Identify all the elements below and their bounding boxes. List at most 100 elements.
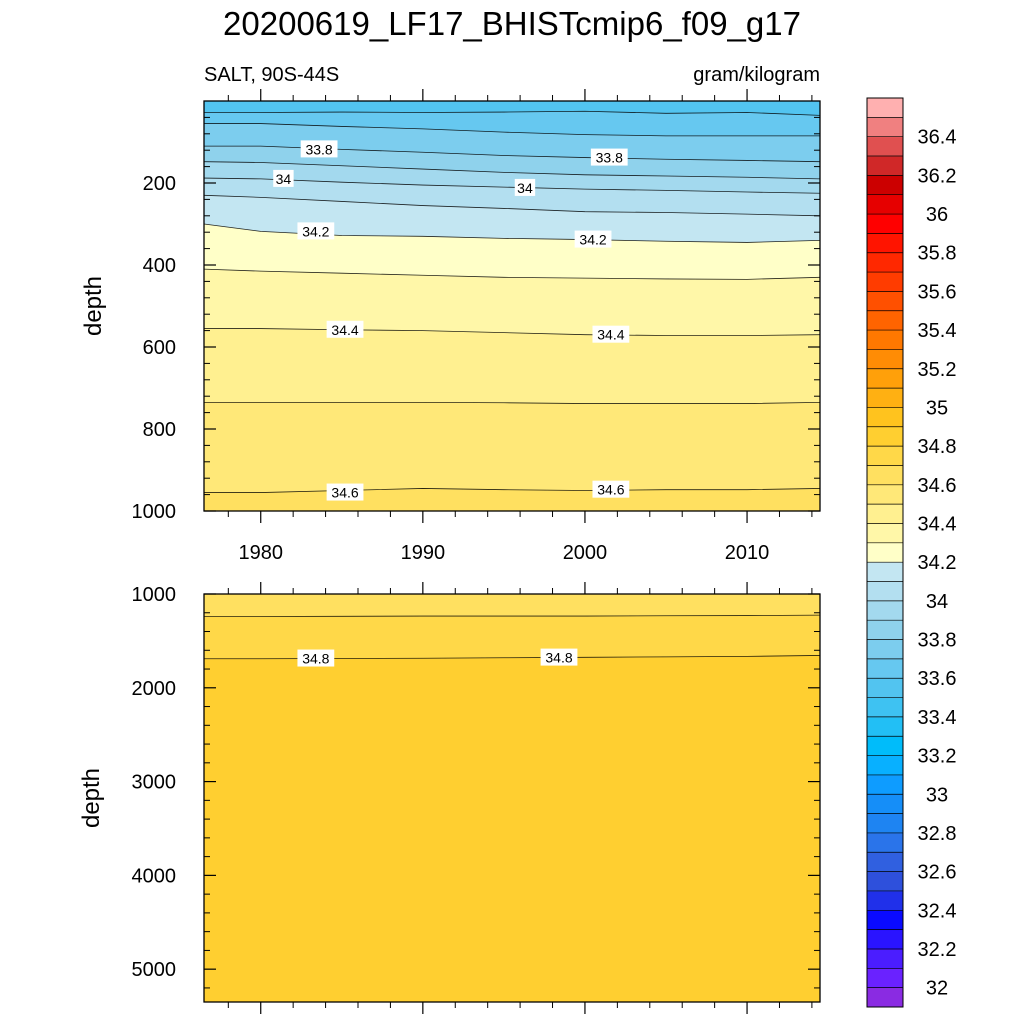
- y-axis-label: depth: [80, 276, 107, 336]
- contour-label-text: 34.2: [579, 232, 606, 248]
- colorbar-swatch: [867, 697, 903, 718]
- contour-label-text: 34.6: [597, 482, 624, 498]
- colorbar-swatch: [867, 407, 903, 428]
- colorbar-swatch: [867, 562, 903, 582]
- contour-label-text: 34.4: [597, 327, 624, 343]
- contour-label-box: [592, 480, 630, 498]
- colorbar-swatch: [867, 755, 903, 776]
- contour-label: 34.6: [326, 483, 364, 501]
- colorbar-label: 35.2: [918, 359, 957, 381]
- contour-label-box: [592, 325, 630, 343]
- colorbar-swatch: [867, 368, 903, 389]
- y-tick-label: 4000: [132, 865, 177, 887]
- colorbar-swatch: [867, 117, 903, 138]
- colorbar-swatch: [867, 465, 903, 486]
- colorbar-swatch: [867, 968, 903, 989]
- colorbar-label: 32.2: [918, 939, 957, 961]
- colorbar-swatch: [867, 349, 903, 370]
- colorbar-label: 35.8: [918, 243, 957, 265]
- colorbar-swatch: [867, 678, 903, 698]
- contour-label: 33.8: [590, 148, 628, 166]
- colorbar-swatch: [867, 175, 903, 196]
- contour-label: 34.4: [592, 325, 630, 343]
- contour-label-text: 34.8: [302, 651, 329, 667]
- colorbar-swatch: [867, 252, 903, 273]
- contour-line-34-3: [204, 268, 820, 280]
- contour-line-34-7: [204, 614, 820, 617]
- colorbar-label: 36: [926, 204, 948, 226]
- colorbar-swatch: [867, 310, 903, 331]
- colorbar-swatch: [867, 620, 903, 640]
- contour-label-box: [326, 483, 364, 501]
- contour-label: 33.8: [300, 140, 338, 158]
- contour-line-33-8: [204, 145, 820, 163]
- contour-label-text: 34.2: [302, 223, 329, 239]
- colorbar-swatch: [867, 136, 903, 157]
- contour-label-text: 34.8: [545, 650, 572, 666]
- colorbar-label: 34.8: [918, 436, 957, 458]
- contour-label-box: [273, 169, 294, 187]
- contour-line-34-1: [204, 194, 820, 217]
- colorbar-swatch: [867, 871, 903, 892]
- plot-frame: [203, 100, 821, 512]
- contour-line-34-2: [204, 223, 820, 243]
- colorbar-swatch: [867, 542, 903, 563]
- plot-frame: [203, 593, 821, 1003]
- colorbar-frame: [866, 97, 904, 1008]
- contour-line-34-5: [204, 401, 820, 404]
- contour-label: 34: [273, 169, 294, 187]
- contour-label-text: 33.8: [305, 141, 332, 157]
- colorbar: 32 32.2 32.4 32.6 32.8 33 33.2 33.4 33.6 33.8 34 34…: [866, 97, 957, 1008]
- colorbar-label: 34: [926, 591, 948, 613]
- y-axis-label: depth: [78, 768, 105, 828]
- colorbar-label: 32.4: [918, 900, 957, 922]
- colorbar-swatch: [867, 214, 903, 234]
- colorbar-swatch: [867, 736, 903, 756]
- contour-label-box: [574, 230, 612, 248]
- colorbar-label: 35.4: [918, 320, 957, 342]
- contour-label: 34.4: [326, 320, 364, 338]
- colorbar-swatch: [867, 330, 903, 350]
- contour-label: 34.8: [297, 649, 335, 667]
- colorbar-label: 33: [926, 784, 948, 806]
- subtitle-right: gram/kilogram: [693, 64, 820, 86]
- contour-label: 34: [514, 178, 536, 196]
- contour-label-box: [326, 320, 364, 338]
- fill-band-34-65: [204, 594, 820, 617]
- contour-fills: [204, 594, 820, 1002]
- colorbar-label: 34.6: [918, 475, 957, 497]
- x-tick-label: 1990: [401, 542, 446, 564]
- colorbar-label: 32.8: [918, 823, 957, 845]
- contour-line-33-9: [204, 161, 820, 180]
- colorbar-label: 32: [926, 978, 948, 1000]
- y-tick-label: 200: [143, 173, 176, 195]
- colorbar-label: 33.6: [918, 668, 957, 690]
- y-tick-label: 2000: [132, 678, 177, 700]
- chart-title: 20200619_LF17_BHISTcmip6_f09_g17: [223, 5, 801, 42]
- colorbar-label: 35: [926, 397, 948, 419]
- contour-line-33-7: [204, 123, 820, 137]
- contour-label-text: 34.6: [331, 485, 358, 501]
- colorbar-label: 36.2: [918, 165, 957, 187]
- colorbar-swatch: [867, 716, 903, 737]
- contour-line-34-4: [204, 328, 820, 336]
- colorbar-label: 35.6: [918, 281, 957, 303]
- colorbar-swatch: [867, 388, 903, 408]
- contour-label-box: [590, 148, 628, 166]
- contour-label-box: [300, 140, 338, 158]
- contour-line-34-6: [204, 488, 820, 493]
- colorbar-swatch: [867, 794, 903, 814]
- contour-label: 34.2: [297, 222, 335, 240]
- y-tick-label: 1000: [132, 584, 177, 606]
- contour-label-text: 34: [276, 171, 292, 187]
- colorbar-label: 34.4: [918, 513, 957, 535]
- colorbar-swatch: [867, 852, 903, 873]
- contour-line-33-6: [204, 110, 820, 116]
- y-tick-label: 1000: [132, 501, 177, 523]
- colorbar-swatch: [867, 600, 903, 621]
- colorbar-label: 34.2: [918, 552, 957, 574]
- colorbar-swatch: [867, 581, 903, 602]
- colorbar-swatch: [867, 291, 903, 312]
- colorbar-swatch: [867, 948, 903, 969]
